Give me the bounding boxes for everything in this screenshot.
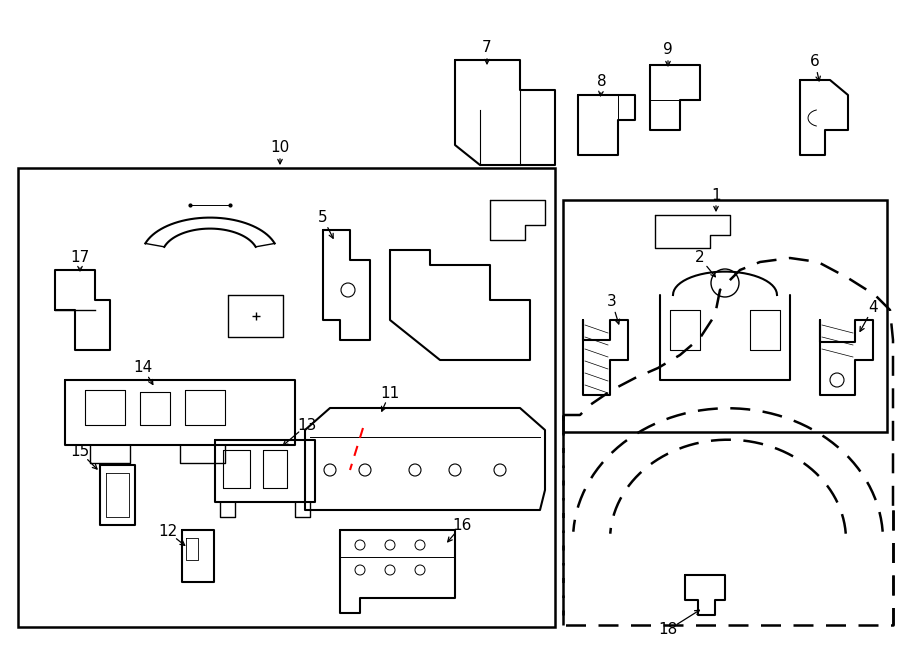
Text: 5: 5 xyxy=(319,210,328,225)
Text: 12: 12 xyxy=(158,524,177,539)
Text: 9: 9 xyxy=(663,42,673,58)
Text: 17: 17 xyxy=(70,249,90,264)
Text: 15: 15 xyxy=(70,444,90,459)
Text: 7: 7 xyxy=(482,40,491,56)
Text: 13: 13 xyxy=(297,418,317,432)
Text: 10: 10 xyxy=(270,141,290,155)
Bar xyxy=(563,200,887,432)
Text: 1: 1 xyxy=(711,188,721,202)
Text: 18: 18 xyxy=(659,623,678,637)
Text: 4: 4 xyxy=(868,301,878,315)
Text: 11: 11 xyxy=(381,385,400,401)
Text: 6: 6 xyxy=(810,54,820,69)
Text: 8: 8 xyxy=(598,75,607,89)
Text: 3: 3 xyxy=(608,295,616,309)
Bar xyxy=(18,168,555,627)
Text: 2: 2 xyxy=(695,251,705,266)
Text: 16: 16 xyxy=(453,518,472,533)
Text: 14: 14 xyxy=(133,360,153,375)
